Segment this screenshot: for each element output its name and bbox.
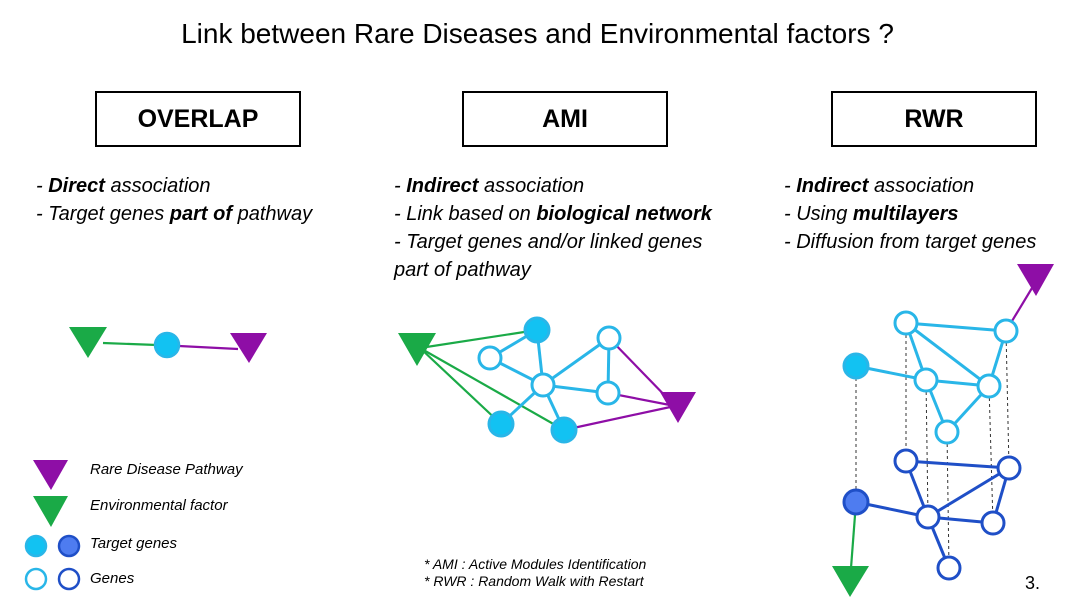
- rwr-bullets: - Indirect association - Using multilayer…: [784, 172, 1036, 256]
- legend: [24, 460, 81, 591]
- bullet-text: association: [478, 175, 585, 197]
- gene-node: [915, 504, 941, 530]
- ami-label: AMI: [542, 104, 588, 133]
- rwr-layer-link: [925, 379, 929, 518]
- rwr-upper-edge: [905, 321, 990, 388]
- rwr-box: RWR: [831, 91, 1037, 147]
- legend-pathway-label: Rare Disease Pathway: [90, 461, 243, 478]
- rwr-layer-link: [1005, 330, 1010, 469]
- bullet-bold-text: part of: [169, 203, 233, 225]
- rwr-graphic: [832, 264, 1054, 597]
- legend-target-gene-blue-icon: [57, 534, 81, 558]
- rwr-upper-edge: [905, 321, 1007, 333]
- bullet-line: - Link based on biological network: [394, 200, 712, 228]
- bullet-line: - Target genes part of pathway: [36, 200, 312, 228]
- target-gene-node: [842, 488, 870, 516]
- gene-node: [913, 367, 939, 393]
- gene-node: [893, 310, 919, 336]
- gene-node: [980, 510, 1006, 536]
- gene-node: [993, 318, 1019, 344]
- target-gene-node: [487, 410, 515, 438]
- rwr-lower-edge: [905, 459, 1010, 470]
- ami-env-edge: [419, 328, 538, 350]
- gene-node: [996, 455, 1022, 481]
- bullet-text: - Target genes: [36, 203, 170, 225]
- rwr-layer-link: [946, 431, 950, 569]
- rare-disease-pathway-icon: [660, 392, 696, 423]
- bullet-text: pathway: [232, 203, 313, 225]
- bullet-bold-text: multilayers: [852, 203, 959, 225]
- ami-env-edge: [419, 347, 502, 425]
- bullet-text: -: [784, 175, 797, 197]
- bullet-text: part of pathway: [394, 259, 531, 281]
- target-gene-node: [523, 316, 551, 344]
- bullet-text: -: [36, 175, 49, 197]
- legend-genes-label: Genes: [90, 570, 135, 587]
- legend-gene-blue-icon: [57, 567, 81, 591]
- bullet-line: - Target genes and/or linked genes: [394, 228, 712, 256]
- bullet-line: - Diffusion from target genes: [784, 228, 1036, 256]
- ami-pathway-edge: [563, 404, 676, 432]
- overlap-edge-env: [102, 341, 158, 347]
- gene-node: [976, 373, 1002, 399]
- target-gene-node: [550, 416, 578, 444]
- bullet-line: - Indirect association: [784, 172, 1036, 200]
- footnote-ami: * AMI : Active Modules Identification: [424, 556, 647, 572]
- bullet-text: - Link based on: [394, 203, 537, 225]
- rare-disease-pathway-icon: [1017, 264, 1054, 296]
- legend-target-genes-label: Target genes: [90, 535, 178, 552]
- overlap-bullets: - Direct association - Target genes part …: [36, 172, 312, 228]
- bullet-line: - Indirect association: [394, 172, 712, 200]
- bullet-text: - Target genes and/or linked genes: [394, 231, 703, 253]
- ami-gene-edge: [542, 336, 610, 387]
- ami-box: AMI: [462, 91, 668, 147]
- rare-disease-pathway-icon: [230, 333, 267, 363]
- footnote-rwr: * RWR : Random Walk with Restart: [424, 573, 644, 589]
- legend-gene-cyan-icon: [24, 567, 48, 591]
- bullet-text: association: [868, 175, 975, 197]
- gene-node: [477, 345, 503, 371]
- ami-bullets: - Indirect association - Link based on bi…: [394, 172, 712, 284]
- bullet-bold-text: biological network: [536, 203, 712, 225]
- overlap-label: OVERLAP: [137, 104, 259, 133]
- legend-environmental-icon: [33, 496, 68, 527]
- page-title: Link between Rare Diseases and Environme…: [181, 18, 894, 49]
- gene-node: [934, 419, 960, 445]
- legend-target-gene-cyan-icon: [24, 534, 48, 558]
- legend-environmental-label: Environmental factor: [90, 497, 228, 514]
- rwr-layer-link: [988, 385, 994, 524]
- environmental-factor-icon: [69, 327, 107, 358]
- overlap-graphic: [69, 327, 267, 363]
- target-gene-icon: [153, 331, 181, 359]
- bullet-line: - Direct association: [36, 172, 312, 200]
- bullet-line: - Using multilayers: [784, 200, 1036, 228]
- gene-node: [596, 325, 622, 351]
- gene-node: [530, 372, 556, 398]
- bullet-bold-text: Direct: [48, 175, 105, 197]
- legend-pathway-icon: [33, 460, 68, 490]
- gene-node: [595, 380, 621, 406]
- bullet-text: - Diffusion from target genes: [784, 231, 1037, 253]
- target-gene-node: [842, 352, 870, 380]
- overlap-edge-pathway: [178, 344, 239, 351]
- gene-node: [893, 448, 919, 474]
- environmental-factor-icon: [398, 333, 436, 366]
- overlap-box: OVERLAP: [95, 91, 301, 147]
- bullet-bold-text: Indirect: [796, 175, 869, 197]
- rwr-label: RWR: [904, 104, 964, 133]
- bullet-text: association: [104, 175, 211, 197]
- rwr-lower-edge: [927, 466, 1010, 519]
- ami-graphic: [398, 316, 696, 444]
- bullet-text: -: [394, 175, 407, 197]
- gene-node: [936, 555, 962, 581]
- bullet-line: part of pathway: [394, 256, 712, 284]
- bullet-bold-text: Indirect: [406, 175, 479, 197]
- ami-env-edge: [419, 347, 565, 431]
- bullet-text: - Using: [784, 203, 853, 225]
- environmental-factor-icon: [832, 566, 869, 597]
- page-number: 3.: [1025, 573, 1041, 593]
